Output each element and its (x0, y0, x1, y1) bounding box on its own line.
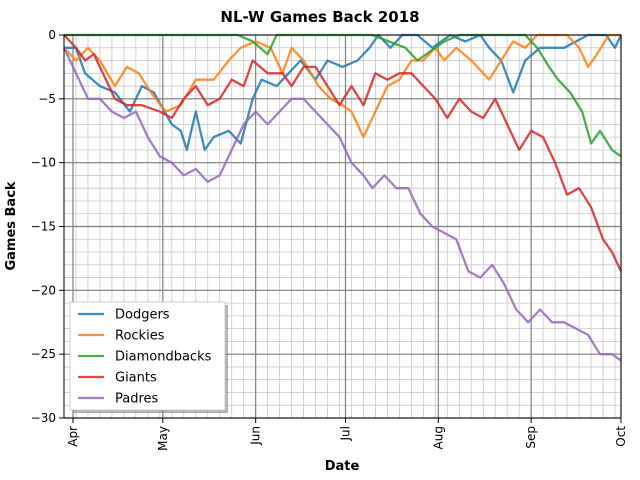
x-tick-label: May (156, 426, 170, 451)
y-tick-label: −20 (31, 283, 56, 297)
series-line-rockies (63, 33, 621, 139)
y-tick-label: −10 (31, 156, 56, 170)
y-tick-label: −25 (31, 347, 56, 361)
x-tick-label: Oct (614, 426, 628, 447)
x-tick-label: Jun (249, 426, 263, 446)
legend: Dodgers Rockies Diamondbacks Giants Padres (69, 301, 228, 413)
legend-label: Dodgers (115, 308, 170, 323)
y-tick-label: −5 (38, 92, 56, 106)
grid (63, 34, 622, 419)
legend-label: Padres (115, 392, 159, 407)
legend-label: Giants (115, 371, 157, 386)
x-axis-title: Date (325, 459, 360, 474)
y-axis-title: Games Back (4, 181, 19, 270)
y-tick-label: −30 (31, 411, 56, 425)
x-tick-label: Aug (431, 426, 445, 449)
y-tick-label: −15 (31, 220, 56, 234)
axes: Apr May Jun Jul Aug Sep Oct 0 −5 −10 −15 −20 −25 −30 (31, 28, 628, 451)
legend-label: Rockies (115, 329, 165, 344)
y-tick-label: 0 (48, 28, 56, 42)
x-tick-label: Sep (524, 426, 538, 449)
x-tick-label: Jul (338, 426, 352, 441)
series-line-giants (63, 34, 623, 272)
series-line-padres (62, 47, 622, 362)
chart-title: NL-W Games Back 2018 (220, 8, 419, 26)
legend-label: Diamondbacks (115, 350, 212, 365)
x-tick-label: Apr (66, 426, 80, 447)
